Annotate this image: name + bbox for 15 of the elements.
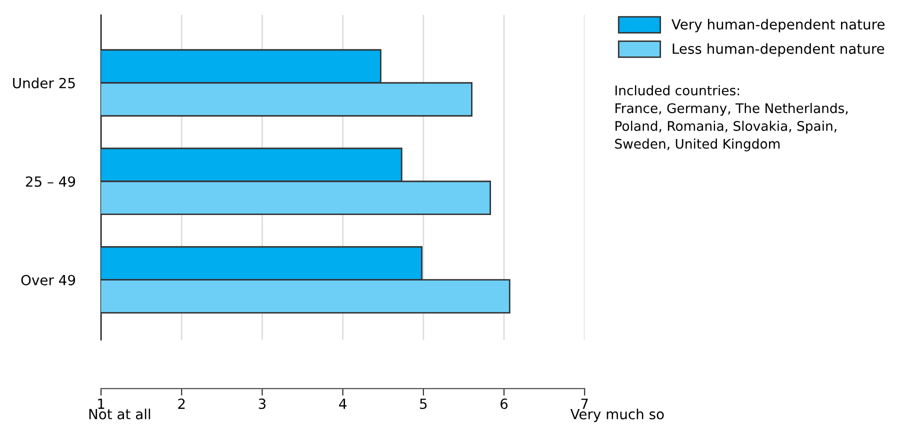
text: Included countries: France, Germany, The Netherlands, Poland, Romania, Slovakia, Spain, Sweden, United Kingdom (615, 85, 848, 152)
x-tick-label: 4 (339, 398, 346, 409)
text: Not at all (89, 408, 150, 420)
x-tick-label: 6 (500, 398, 508, 410)
legend-label: Very human-dependent nature (672, 18, 885, 32)
x-tick-label: 2 (178, 398, 185, 409)
legend-label: Less human-dependent nature (672, 43, 884, 57)
x-tick-label: 3 (258, 398, 266, 410)
y-tick-label: Under 25 (13, 78, 75, 88)
x-tick-label: 1 (98, 398, 104, 409)
y-tick-label: Over 49 (21, 274, 76, 286)
text: Very much so (570, 408, 664, 422)
x-tick-label: 7 (581, 398, 588, 409)
x-tick-label: 5 (420, 398, 427, 410)
y-tick-label: 25 – 49 (26, 176, 76, 187)
